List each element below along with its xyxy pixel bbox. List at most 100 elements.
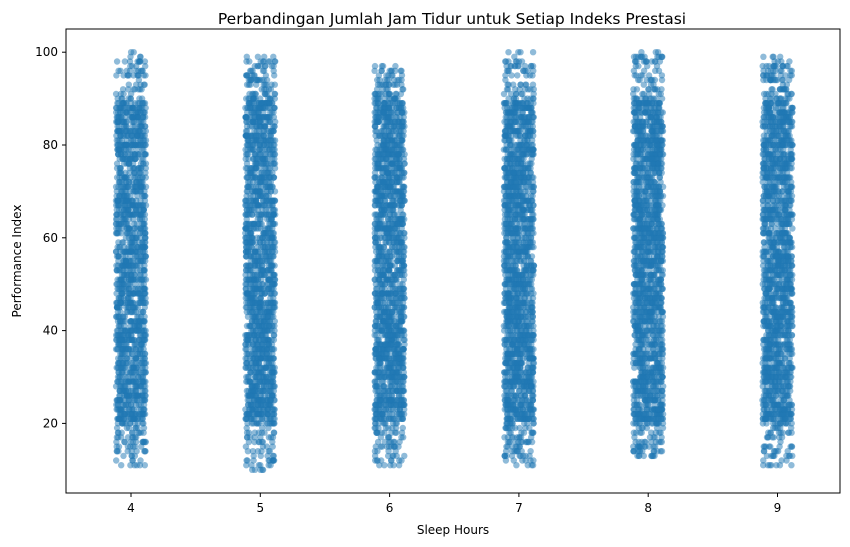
data-point (262, 62, 269, 70)
data-point (388, 197, 396, 204)
data-point (129, 387, 136, 395)
data-point (137, 225, 144, 232)
data-point (260, 387, 267, 395)
data-point (269, 183, 276, 190)
data-point (396, 197, 403, 204)
data-point (386, 397, 393, 404)
data-point (249, 448, 257, 455)
data-point (119, 155, 126, 163)
data-point (265, 341, 273, 348)
data-point (385, 81, 393, 88)
data-point (117, 410, 124, 418)
data-point (251, 387, 258, 395)
data-point (127, 95, 134, 102)
data-point (378, 308, 385, 316)
data-point (254, 62, 261, 70)
data-point (264, 397, 271, 404)
data-point (391, 141, 399, 149)
data-point (371, 225, 379, 232)
data-point (373, 378, 381, 385)
data-point (125, 104, 133, 112)
data-point (387, 290, 395, 297)
data-point (383, 443, 391, 450)
data-point (252, 183, 260, 190)
data-point (243, 188, 250, 195)
data-point (134, 285, 141, 292)
data-point (134, 392, 142, 399)
data-point (400, 378, 407, 385)
data-point (253, 155, 261, 163)
data-point (246, 276, 253, 283)
data-point (252, 336, 259, 344)
data-point (391, 271, 398, 279)
data-point (271, 322, 278, 330)
data-point (266, 151, 273, 158)
data-point (142, 253, 149, 260)
data-point (131, 462, 138, 469)
data-point (384, 169, 392, 176)
data-point (391, 95, 398, 102)
data-point (133, 355, 140, 362)
data-point (380, 420, 387, 427)
data-point (116, 313, 123, 320)
data-point (399, 346, 407, 353)
data-point (263, 443, 271, 450)
data-point (269, 123, 276, 130)
data-point (265, 457, 272, 464)
data-point (373, 114, 381, 121)
data-point (142, 299, 150, 306)
data-point (385, 114, 393, 121)
data-point (385, 276, 392, 283)
data-point (395, 104, 402, 112)
data-point (265, 141, 273, 149)
data-point (374, 253, 381, 260)
data-point (247, 257, 254, 265)
data-point (397, 332, 405, 339)
data-point (371, 234, 379, 241)
data-point (242, 165, 250, 172)
data-point (375, 151, 383, 158)
data-point (252, 410, 260, 418)
data-point (123, 225, 131, 232)
data-point (381, 192, 388, 200)
data-point (372, 127, 379, 135)
data-point (390, 281, 397, 288)
data-point (258, 332, 265, 339)
data-point (243, 72, 250, 79)
data-point (378, 327, 385, 334)
data-point (271, 104, 278, 112)
data-point (117, 104, 125, 112)
data-point (133, 114, 141, 121)
data-point (250, 95, 257, 102)
data-point (249, 308, 256, 316)
data-point (392, 308, 399, 316)
data-point (137, 67, 145, 75)
data-point (245, 341, 253, 348)
data-point (263, 359, 270, 367)
data-point (247, 104, 254, 112)
data-point (400, 248, 408, 255)
data-point (115, 67, 122, 75)
data-point (135, 327, 142, 334)
data-point (374, 448, 381, 455)
data-point (265, 174, 272, 181)
data-point (260, 169, 268, 176)
data-point (270, 62, 277, 70)
data-point (126, 211, 133, 218)
data-point (139, 308, 147, 316)
strip-group-6 (371, 62, 408, 469)
data-point (373, 350, 380, 357)
data-point (373, 165, 381, 172)
data-point (129, 262, 136, 269)
strip-group-4 (112, 49, 150, 469)
data-point (265, 230, 272, 237)
data-point (401, 123, 408, 130)
data-point (374, 429, 381, 436)
data-point (243, 378, 250, 385)
data-point (125, 146, 132, 153)
data-point (140, 109, 147, 116)
data-point (121, 438, 128, 446)
data-point (247, 169, 255, 176)
data-point (257, 452, 264, 460)
data-point (268, 95, 275, 102)
